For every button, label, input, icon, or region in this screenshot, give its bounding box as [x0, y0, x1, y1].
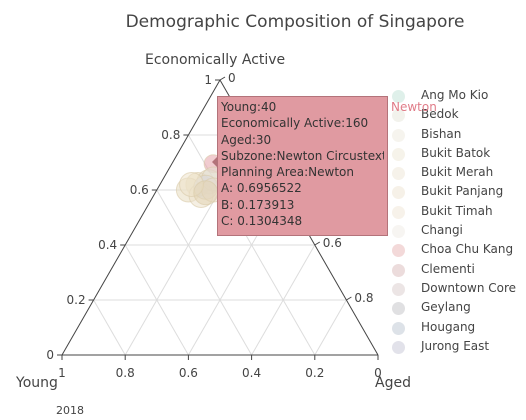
- tick-mark-c: [219, 76, 226, 81]
- legend-marker-icon: [392, 167, 405, 181]
- tick-label-c: 0.6: [323, 236, 342, 250]
- tooltip-line: Subzone:Newton Circustext: [221, 148, 384, 163]
- legend-item-label: Ang Mo Kio: [421, 88, 489, 102]
- legend-marker-icon: [392, 244, 405, 258]
- legend-item[interactable]: Jurong East: [392, 337, 526, 356]
- tooltip-line: B: 0.173913: [221, 197, 295, 212]
- legend-item[interactable]: Bukit Panjang: [392, 182, 526, 201]
- legend-item-label: Bukit Timah: [421, 203, 493, 218]
- legend-item[interactable]: Downtown Core: [392, 279, 526, 298]
- legend-item[interactable]: Bukit Timah: [392, 202, 526, 221]
- legend-item[interactable]: Geylang: [392, 298, 526, 317]
- legend-item-label: Choa Chu Kang: [421, 242, 514, 257]
- grid-line-b: [93, 299, 126, 356]
- tooltip-line: Aged:30: [221, 132, 272, 147]
- tick-label-b: 0.6: [179, 366, 198, 380]
- tick-label-a: 0.4: [98, 238, 117, 252]
- legend-marker-icon: [392, 186, 405, 200]
- tooltip-line: Economically Active:160: [221, 116, 369, 131]
- legend-item-label: Jurong East: [421, 338, 490, 353]
- legend-item-label: Bukit Merah: [421, 165, 494, 180]
- tooltip-line: A: 0.6956522: [221, 181, 302, 196]
- tooltip-trace-name: Newton: [391, 100, 437, 114]
- legend-item[interactable]: Ang Mo Kio: [392, 86, 526, 105]
- legend-marker-icon: [392, 263, 405, 277]
- legend-marker-icon: [392, 109, 405, 123]
- axis-line-a: [61, 79, 221, 356]
- hover-tooltip: Young:40 Economically Active:160 Aged:30 Su…: [217, 96, 388, 236]
- legend-item-label: Clementi: [421, 261, 475, 276]
- legend-item[interactable]: Changi: [392, 221, 526, 240]
- tick-label-c: 0.8: [354, 291, 373, 305]
- legend-marker-icon: [392, 302, 405, 316]
- data-point: [193, 180, 219, 206]
- legend-item-label: Bukit Panjang: [421, 184, 504, 199]
- tick-label-a: 0: [46, 348, 54, 362]
- axis-title-a: Economically Active: [145, 52, 286, 68]
- tick-label-a: 0.2: [67, 293, 86, 307]
- frame-label: 2018: [56, 404, 84, 417]
- tick-mark-c: [314, 241, 321, 246]
- legend-marker-icon: [392, 147, 405, 161]
- legend-item-label: Bishan: [421, 126, 462, 141]
- legend-marker-icon: [392, 340, 405, 354]
- legend-marker-icon: [392, 128, 405, 142]
- tooltip-line: Young:40: [221, 100, 277, 114]
- tick-label-b: 1: [58, 366, 66, 380]
- legend-item-label: Downtown Core: [421, 280, 517, 295]
- legend-item[interactable]: Bishan: [392, 125, 526, 144]
- legend-item-label: Changi: [421, 223, 463, 238]
- grid-line-b: [124, 244, 189, 356]
- tick-label-a: 1: [204, 73, 212, 87]
- legend-marker-icon: [392, 205, 405, 219]
- legend-item[interactable]: Clementi: [392, 260, 526, 279]
- tick-label-a: 0.6: [130, 183, 149, 197]
- tick-label-c: 0: [228, 71, 236, 85]
- legend-item-label: Bukit Batok: [421, 145, 491, 160]
- chart-title: Demographic Composition of Singapore: [125, 12, 465, 32]
- legend-item[interactable]: Bukit Batok: [392, 144, 526, 163]
- tooltip-line: C: 0.1304348: [221, 214, 303, 229]
- grid-line-c: [251, 244, 316, 356]
- tick-label-b: 0.8: [116, 366, 135, 380]
- tooltip-line: Planning Area:Newton: [221, 165, 354, 180]
- legend-item-label: Geylang: [421, 300, 471, 315]
- grid-line-b: [156, 189, 253, 356]
- axis-title-b: Young: [16, 375, 58, 391]
- legend-item-label: Hougang: [421, 319, 476, 334]
- tick-mark-c: [346, 296, 352, 301]
- legend-marker-icon: [392, 90, 405, 103]
- legend-item[interactable]: Bukit Merah: [392, 163, 526, 182]
- legend: Ang Mo Kio Bedok Bishan Bukit Batok Bukit Me…: [392, 86, 526, 356]
- legend-item[interactable]: Bedok: [392, 105, 526, 124]
- tick-label-a: 0.8: [161, 128, 180, 142]
- grid-line-c: [314, 299, 347, 356]
- axis-title-c: Aged: [375, 375, 411, 391]
- legend-marker-icon: [392, 225, 405, 239]
- tooltip-pointer: [212, 156, 218, 168]
- legend-marker-icon: [392, 282, 405, 296]
- tick-label-b: 0.4: [242, 366, 261, 380]
- tick-label-b: 0.2: [305, 366, 324, 380]
- legend-item[interactable]: Choa Chu Kang: [392, 240, 526, 259]
- legend-item-label: Bedok: [421, 107, 459, 122]
- legend-marker-icon: [392, 321, 405, 335]
- tick-label-b: 0: [374, 366, 382, 380]
- legend-item[interactable]: Hougang: [392, 318, 526, 337]
